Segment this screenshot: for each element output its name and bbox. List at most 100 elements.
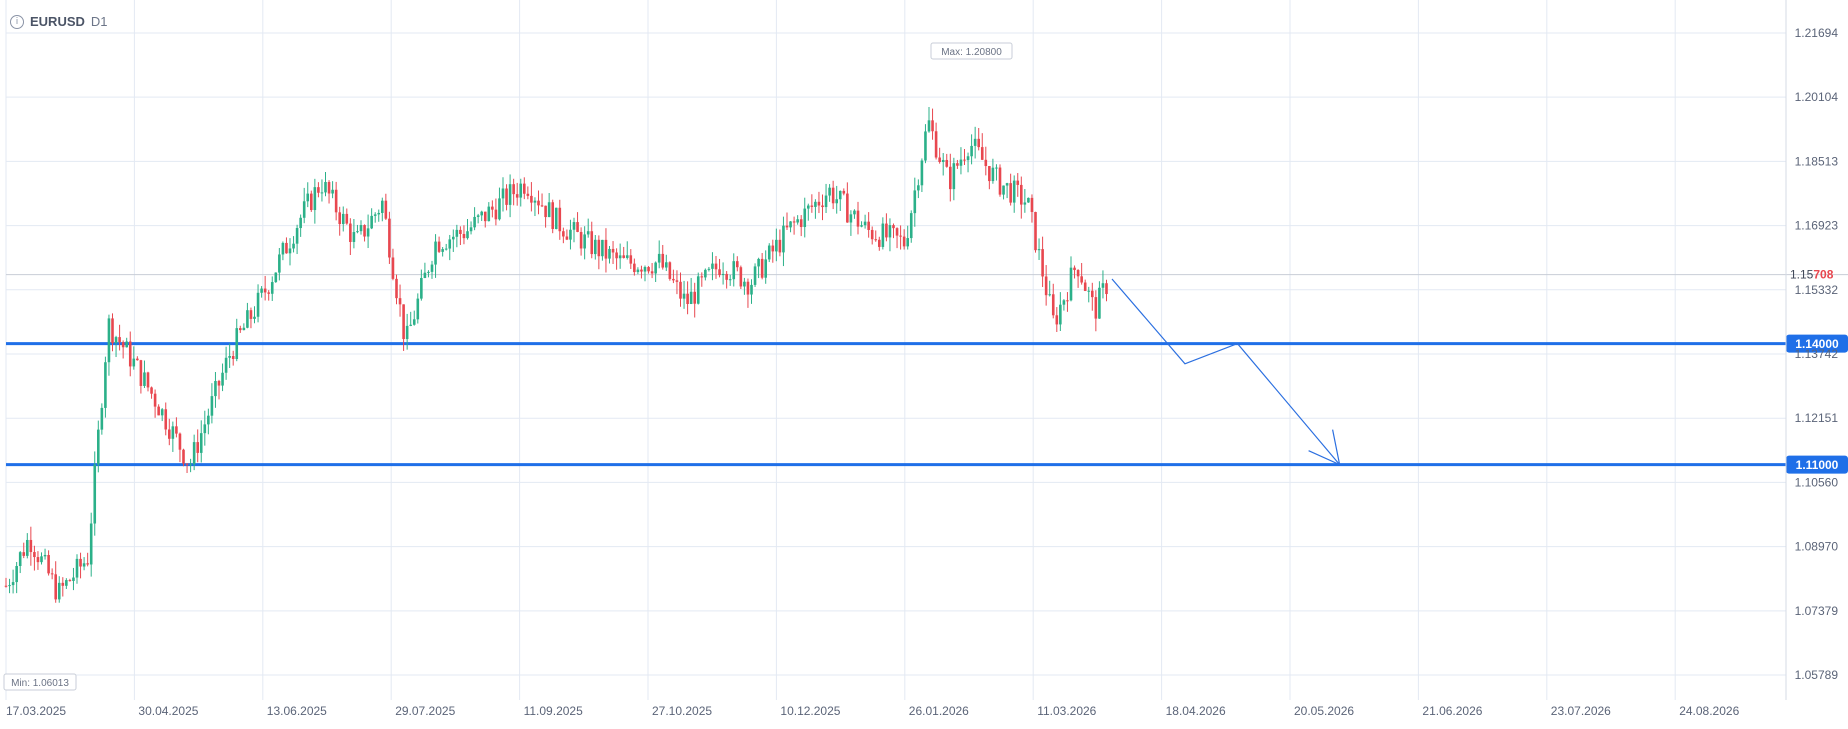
support-level[interactable]: 1.14000 xyxy=(6,334,1848,353)
candle xyxy=(455,224,459,248)
candle xyxy=(899,225,902,250)
candle xyxy=(1066,292,1069,312)
candle xyxy=(1051,283,1055,319)
candle xyxy=(26,533,29,559)
candle xyxy=(842,188,846,196)
candle xyxy=(86,552,89,567)
symbol-label: EURUSD xyxy=(30,14,85,29)
candle xyxy=(881,217,885,250)
candle xyxy=(40,552,43,565)
candle xyxy=(998,164,1002,197)
candle xyxy=(750,279,753,304)
candle xyxy=(1034,211,1037,253)
candle xyxy=(785,212,789,230)
candle xyxy=(679,272,682,307)
candle xyxy=(121,340,125,359)
horizontal-levels[interactable]: 1.14000 1.11000 xyxy=(6,334,1848,474)
candle xyxy=(1012,175,1016,213)
candle xyxy=(356,224,359,234)
candle xyxy=(977,127,980,151)
candle xyxy=(846,182,849,223)
candle xyxy=(349,218,352,256)
candle xyxy=(1069,256,1073,302)
candle xyxy=(107,314,111,376)
candle xyxy=(569,219,572,250)
info-icon[interactable]: i xyxy=(10,14,24,29)
candle xyxy=(47,550,50,576)
candle xyxy=(331,181,334,199)
candle xyxy=(136,356,139,361)
candle xyxy=(547,193,551,218)
candle xyxy=(249,307,253,329)
candle xyxy=(175,417,178,438)
candle xyxy=(849,210,853,236)
candle xyxy=(817,191,821,214)
candle xyxy=(753,263,757,287)
timeframe-label[interactable]: D1 xyxy=(90,14,108,29)
candle xyxy=(792,216,796,235)
candle xyxy=(579,227,583,256)
candle xyxy=(721,262,725,285)
candle xyxy=(89,512,93,577)
candle xyxy=(278,248,281,281)
projection-path[interactable] xyxy=(1111,278,1341,466)
candle xyxy=(263,275,267,301)
candle xyxy=(143,360,146,389)
candle xyxy=(558,199,562,240)
candle xyxy=(838,190,842,212)
candle xyxy=(743,277,746,295)
candle xyxy=(377,209,381,222)
candle xyxy=(118,324,121,351)
candle xyxy=(210,383,214,424)
min-label: Min: 1.06013 xyxy=(3,673,77,691)
candle xyxy=(554,207,558,230)
projection-arrow[interactable] xyxy=(1111,278,1341,466)
level-price-tag xyxy=(1786,455,1848,474)
candle xyxy=(1083,279,1087,292)
candle xyxy=(512,178,515,206)
candle xyxy=(8,578,11,594)
candle xyxy=(821,194,824,221)
candle xyxy=(924,124,927,164)
candle xyxy=(562,227,565,244)
candle xyxy=(764,250,767,284)
candle xyxy=(196,429,199,463)
candle xyxy=(114,335,118,358)
candle xyxy=(856,201,860,235)
x-tick-label: 27.10.2025 xyxy=(652,704,712,718)
candle xyxy=(973,126,977,159)
level-price-text: 1.11000 xyxy=(1796,458,1839,472)
candle xyxy=(281,241,285,261)
candle xyxy=(515,182,519,206)
x-tick-label: 11.03.2026 xyxy=(1037,704,1096,718)
candle xyxy=(959,147,963,175)
candle xyxy=(29,526,33,566)
candle xyxy=(657,240,661,269)
x-tick-label: 26.01.2026 xyxy=(909,704,969,718)
candle xyxy=(185,463,189,474)
x-tick-label: 10.12.2025 xyxy=(780,704,840,718)
level-price-text: 1.14000 xyxy=(1795,337,1839,351)
candle xyxy=(956,159,959,169)
time-axis[interactable]: 17.03.2025 30.04.2025 13.06.2025 29.07.2025… xyxy=(6,704,1740,718)
candle xyxy=(551,199,554,234)
support-level[interactable]: 1.11000 xyxy=(6,455,1848,474)
candle xyxy=(345,208,349,225)
candle xyxy=(618,243,622,269)
candle xyxy=(491,200,494,218)
price-labels: Max: 1.20800 Min: 1.06013 xyxy=(3,42,1013,691)
candle xyxy=(295,224,299,255)
candle xyxy=(1059,292,1062,331)
candle xyxy=(1076,269,1080,288)
x-tick-label: 18.04.2026 xyxy=(1166,704,1226,718)
candle xyxy=(125,337,128,348)
price-axis[interactable]: 1.21694 1.20104 1.18513 1.16923 1.15332 1.137… xyxy=(1785,0,1838,700)
candle xyxy=(508,174,512,218)
candle xyxy=(1105,279,1108,302)
candle xyxy=(409,311,412,327)
candle xyxy=(239,325,242,333)
candle xyxy=(1030,194,1034,223)
candle xyxy=(913,177,917,227)
candle xyxy=(757,257,760,279)
